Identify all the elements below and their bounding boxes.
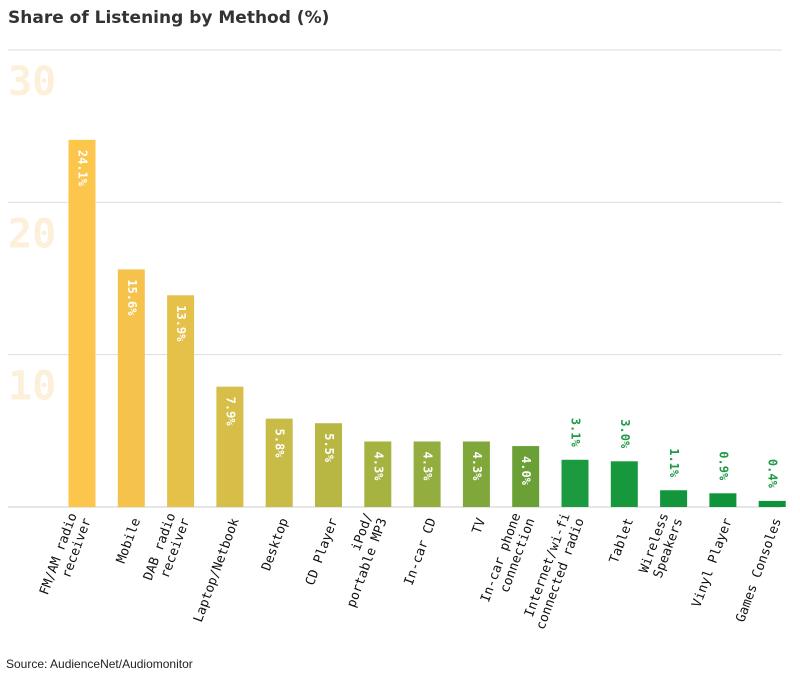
bar xyxy=(610,461,638,507)
x-tick-label-line: TV xyxy=(470,516,490,536)
bar xyxy=(561,459,589,507)
x-tick-label-line: Games Consoles xyxy=(733,516,785,624)
bar xyxy=(758,500,786,507)
bar xyxy=(413,441,441,507)
x-tick-label: Vinyl Player xyxy=(689,516,735,610)
bar xyxy=(117,269,145,507)
bar xyxy=(709,493,737,507)
bar xyxy=(216,386,244,507)
data-label: 7.9% xyxy=(223,397,237,427)
x-tick-label: Games Consoles xyxy=(733,516,785,624)
data-label: 0.9% xyxy=(716,451,730,481)
bar xyxy=(265,418,293,507)
source-note: Source: AudienceNet/Audiomonitor xyxy=(6,657,193,671)
x-tick-label-line: Mobile xyxy=(114,516,144,565)
data-label: 15.6% xyxy=(125,279,139,316)
data-label: 4.3% xyxy=(421,451,435,481)
bar xyxy=(364,441,392,507)
x-tick-label-line: Vinyl Player xyxy=(689,516,735,610)
x-tick-label: CD Player xyxy=(303,516,341,587)
data-label: 4.0% xyxy=(519,456,533,486)
data-label: 1.1% xyxy=(667,448,681,478)
chart-title: Share of Listening by Method (%) xyxy=(8,8,330,28)
bar xyxy=(462,441,490,507)
data-label: 0.4% xyxy=(766,459,780,489)
data-label: 5.5% xyxy=(322,433,336,463)
data-label: 13.9% xyxy=(174,305,188,342)
y-tick-label: 30 xyxy=(8,59,56,105)
x-tick-label: TV xyxy=(470,516,490,536)
x-tick-label-line: CD Player xyxy=(303,516,341,587)
x-tick-label-line: Tablet xyxy=(607,516,637,565)
x-tick-label: Laptop/Netbook xyxy=(191,516,243,624)
x-tick-label: Desktop xyxy=(259,516,292,573)
y-tick-label: 10 xyxy=(8,364,56,410)
data-label: 24.1% xyxy=(76,150,90,187)
y-tick-label: 20 xyxy=(8,211,56,257)
data-label: 4.3% xyxy=(371,451,385,481)
data-label: 3.0% xyxy=(618,419,632,449)
x-tick-label-line: Desktop xyxy=(259,516,292,573)
bar xyxy=(660,490,688,507)
data-label: 5.8% xyxy=(273,429,287,459)
bar xyxy=(512,446,540,507)
data-label: 3.1% xyxy=(569,418,583,448)
x-tick-label: Tablet xyxy=(607,516,637,565)
bar xyxy=(68,139,96,508)
data-label: 4.3% xyxy=(470,451,484,481)
x-tick-label-line: Laptop/Netbook xyxy=(191,516,243,624)
x-tick-label: Mobile xyxy=(114,516,144,565)
x-tick-label-line: In-car CD xyxy=(402,516,440,587)
bar xyxy=(315,423,342,507)
bar xyxy=(167,295,195,507)
x-tick-label: In-car CD xyxy=(402,516,440,587)
